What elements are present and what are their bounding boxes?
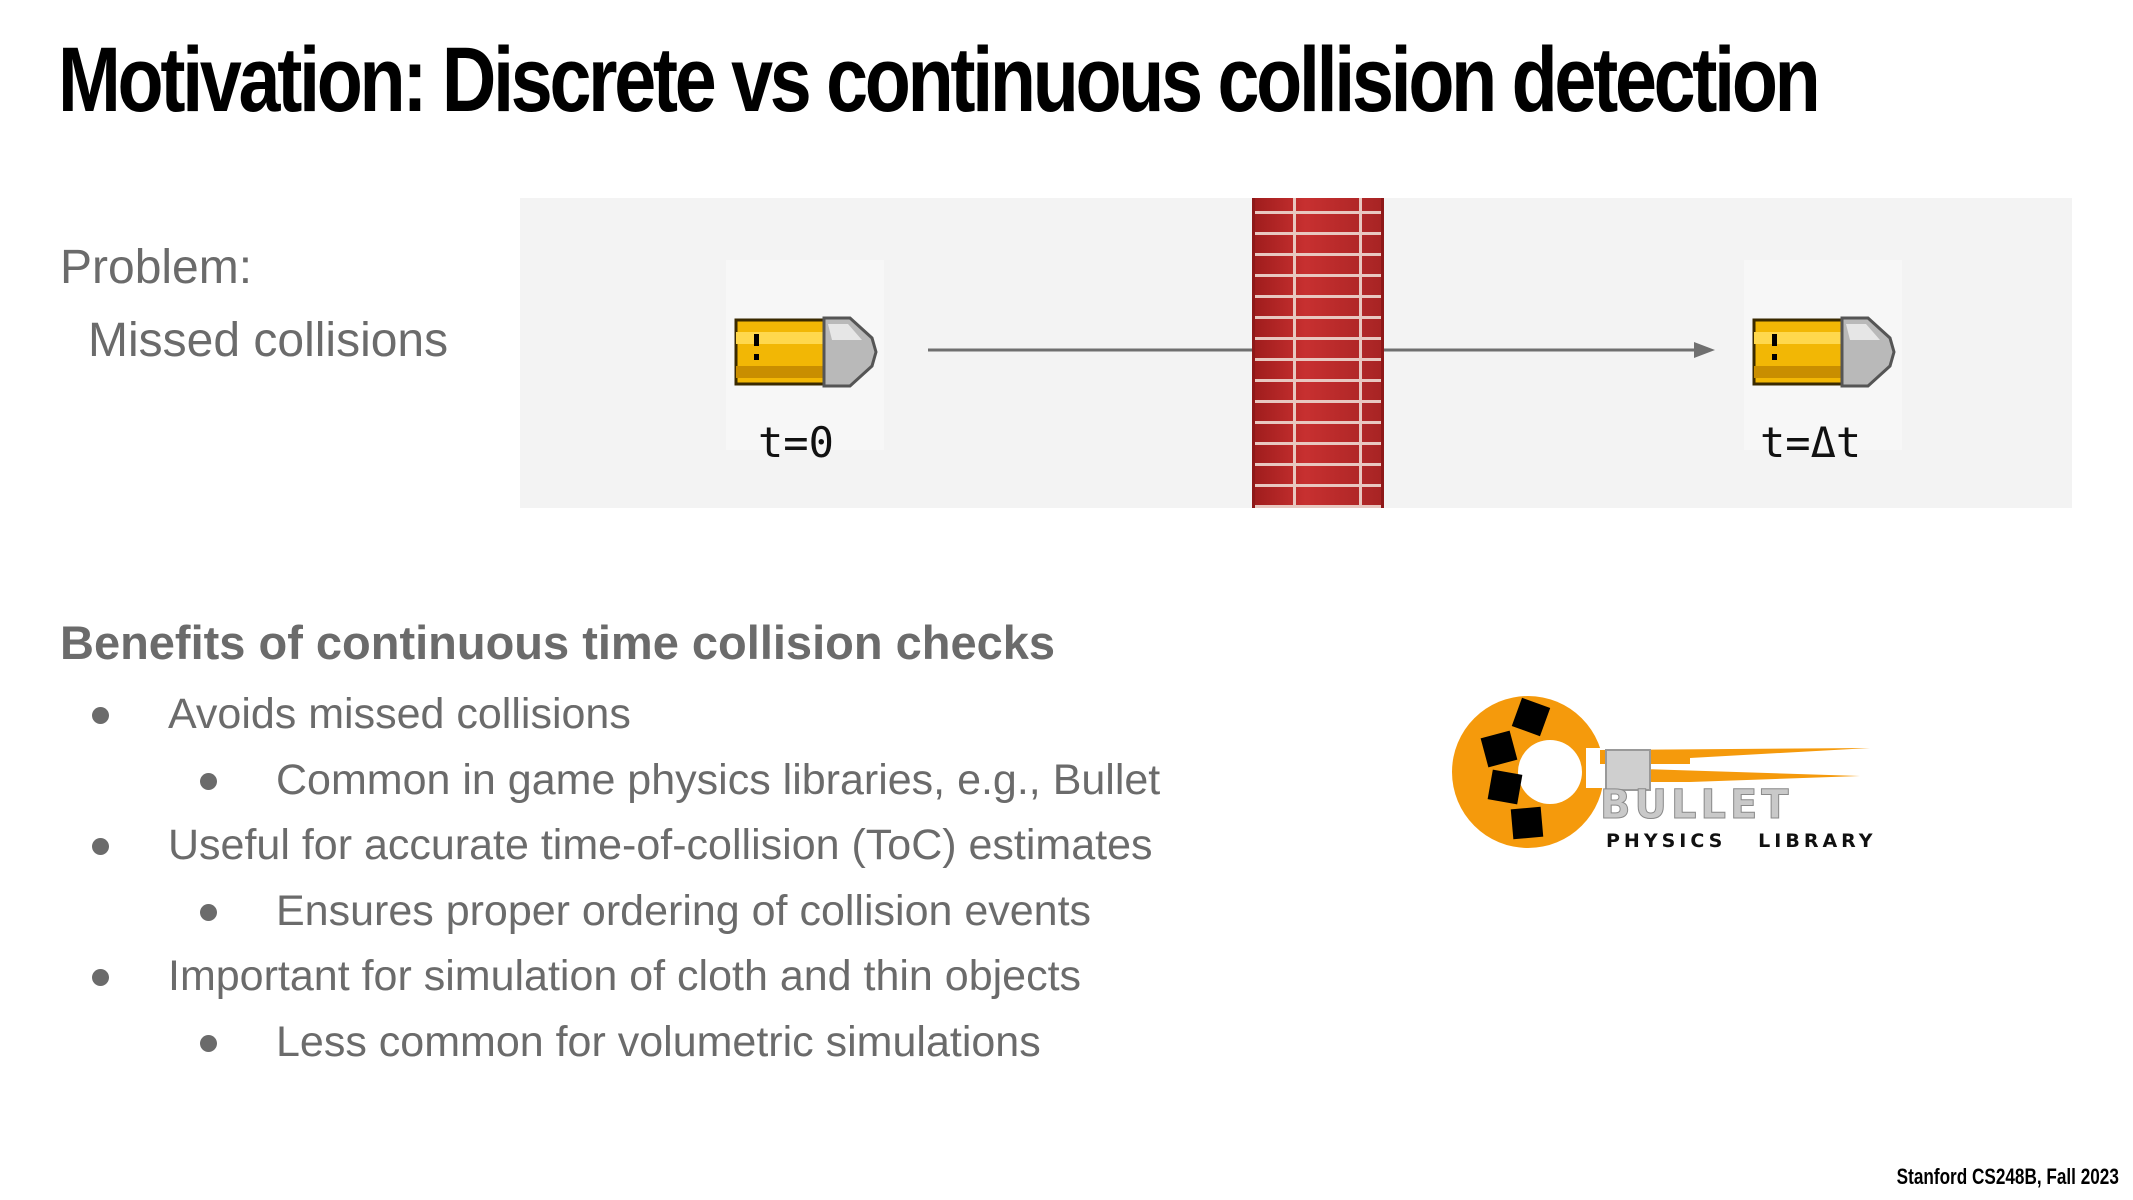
benefits-heading: Benefits of continuous time collision ch… [60, 616, 1056, 669]
collision-diagram: t=0 t=Δt [520, 198, 2072, 508]
brick-wall [1252, 198, 1384, 508]
course-footer: Stanford CS248B, Fall 2023 [1896, 1164, 2119, 1189]
logo-word: BULLET [1600, 782, 1793, 829]
list-item: Ensures proper ordering of collision eve… [60, 879, 1160, 945]
bullet-dot-icon [92, 838, 109, 855]
bullet-end-icon [1752, 316, 1896, 388]
list-item: Useful for accurate time-of-collision (T… [60, 813, 1160, 879]
problem-label: Problem: [60, 241, 253, 294]
bullet-dot-icon [200, 903, 217, 921]
list-item: Common in game physics libraries, e.g., … [60, 748, 1160, 814]
end-time-label: t=Δt [1760, 418, 1862, 467]
list-item: Important for simulation of cloth and th… [60, 944, 1160, 1010]
bullet-dot-icon [92, 707, 109, 724]
bullet-physics-logo: BULLET PHYSICS LIBRARY [1450, 690, 1880, 860]
problem-block: Problem: Missed collisions [60, 240, 448, 368]
problem-detail: Missed collisions [88, 314, 449, 367]
list-item: Less common for volumetric simulations [60, 1010, 1160, 1076]
list-item: Avoids missed collisions [60, 682, 1160, 748]
bullet-dot-icon [200, 1034, 217, 1052]
bullet-start-icon [734, 316, 878, 388]
logo-tagline: PHYSICS LIBRARY [1606, 830, 1877, 852]
start-time-label: t=0 [758, 418, 834, 467]
bullet-dot-icon [92, 969, 109, 986]
bullet-logo-icon [1452, 696, 1870, 848]
slide-title: Motivation: Discrete vs continuous colli… [58, 29, 1821, 131]
bullet-dot-icon [200, 772, 217, 790]
benefits-section: Benefits of continuous time collision ch… [60, 615, 1160, 1075]
benefits-list: Avoids missed collisions Common in game … [60, 682, 1160, 1075]
